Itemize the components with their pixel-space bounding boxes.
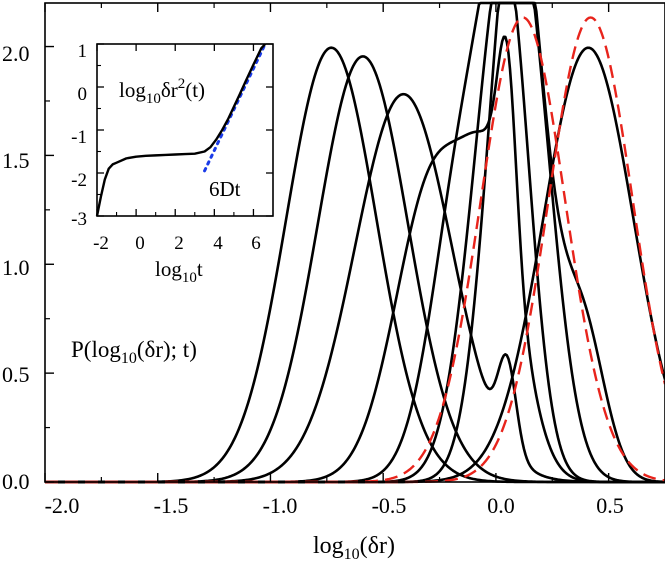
main-y-tick-labels: 2.0 1.5 1.0 0.5 0.0 xyxy=(2,41,30,494)
inset-y-tick-label: 1 xyxy=(78,41,88,62)
inset-background xyxy=(97,44,273,216)
x-tick-label: -2.0 xyxy=(45,493,80,518)
inset-y-tick-label: -3 xyxy=(71,209,87,230)
inset-tick-marks xyxy=(96,43,273,217)
inset-series-group xyxy=(95,42,267,217)
main-y-axis-annotation: P(log10(δr); t) xyxy=(71,337,197,367)
inset-x-tick-label: 4 xyxy=(213,233,223,254)
inset-y-tick-labels: 1 0 -1 -2 -3 xyxy=(71,41,87,230)
inset-y-annotation: log10δr2(t) xyxy=(119,76,205,107)
main-x-axis-title: log10(δr) xyxy=(313,533,395,563)
y-tick-label: 2.0 xyxy=(2,41,30,66)
x-tick-label: -1.5 xyxy=(154,493,189,518)
y-tick-label: 1.5 xyxy=(2,148,30,173)
y-tick-label: 1.0 xyxy=(2,255,30,280)
x-tick-label: -0.5 xyxy=(372,493,407,518)
inset-x-tick-label: 6 xyxy=(251,233,261,254)
x-tick-label: 0.0 xyxy=(487,493,515,518)
main-tick-marks xyxy=(44,3,610,483)
inset-x-tick-label: -2 xyxy=(93,233,109,254)
inset-x-tick-label: 2 xyxy=(174,233,184,254)
inset-x-tick-label: 0 xyxy=(135,233,145,254)
inset-y-tick-label: -1 xyxy=(71,127,87,148)
series-line-msd xyxy=(95,43,267,217)
inset-y-tick-label: 0 xyxy=(78,84,88,105)
inset-y-tick-label: -2 xyxy=(71,170,87,191)
main-plot-frame xyxy=(44,2,665,483)
main-x-tick-labels: -2.0 -1.5 -1.0 -0.5 0.0 0.5 xyxy=(45,493,624,518)
y-tick-label: 0.5 xyxy=(2,362,30,387)
x-tick-label: -1.0 xyxy=(263,493,298,518)
x-tick-label: 0.5 xyxy=(596,493,624,518)
inset-x-tick-labels: -2 0 2 4 6 xyxy=(93,233,261,254)
y-tick-label: 0.0 xyxy=(2,469,30,494)
inset-x-axis-title: log10t xyxy=(155,257,203,286)
inset-6dt-label: 6Dt xyxy=(209,177,241,201)
inset-chart: 1 0 -1 -2 -3 -2 0 2 4 6 log10t log10δr2(… xyxy=(71,41,274,286)
